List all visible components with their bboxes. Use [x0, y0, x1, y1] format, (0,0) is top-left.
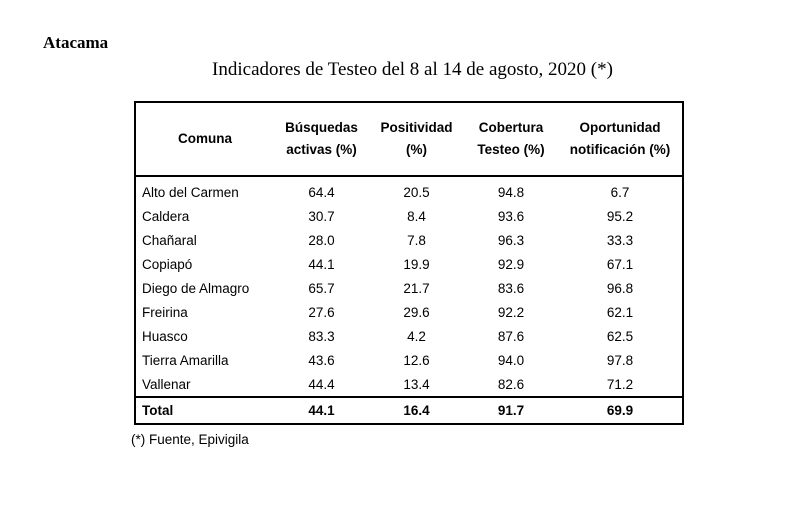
total-cobertura-testeo: 91.7	[464, 396, 558, 424]
total-label: Total	[135, 396, 274, 424]
table-header: Comuna Búsquedas activas (%) Positividad…	[135, 102, 683, 177]
table-footer: Total 44.1 16.4 91.7 69.9	[135, 396, 683, 424]
table-row: Copiapó 44.1 19.9 92.9 67.1	[135, 252, 683, 276]
header-cobertura-testeo: Cobertura Testeo (%)	[464, 102, 558, 177]
cell-oportunidad-notificacion: 67.1	[606, 256, 634, 272]
header-positividad: Positividad (%)	[369, 102, 464, 177]
cell-busquedas-activas: 28.0	[308, 232, 335, 248]
source-footnote: (*) Fuente, Epivigila	[131, 432, 249, 447]
cell-comuna: Alto del Carmen	[142, 184, 239, 200]
table-row: Diego de Almagro 65.7 21.7 83.6 96.8	[135, 276, 683, 300]
cell-positividad: 13.4	[403, 376, 430, 392]
total-row: Total 44.1 16.4 91.7 69.9	[135, 396, 683, 424]
table-row: Vallenar 44.4 13.4 82.6 71.2	[135, 372, 683, 397]
cell-positividad: 21.7	[403, 280, 430, 296]
cell-positividad: 19.9	[403, 256, 430, 272]
table-row: Chañaral 28.0 7.8 96.3 33.3	[135, 228, 683, 252]
cell-comuna: Freirina	[142, 304, 188, 320]
cell-positividad: 20.5	[403, 184, 430, 200]
header-busquedas-activas: Búsquedas activas (%)	[274, 102, 369, 177]
cell-oportunidad-notificacion: 71.2	[606, 376, 634, 392]
cell-busquedas-activas: 44.4	[308, 376, 335, 392]
testing-indicators-table: Comuna Búsquedas activas (%) Positividad…	[134, 101, 684, 425]
cell-comuna: Diego de Almagro	[142, 280, 250, 296]
cell-comuna: Caldera	[142, 208, 190, 224]
header-row: Comuna Búsquedas activas (%) Positividad…	[135, 102, 683, 177]
cell-oportunidad-notificacion: 33.3	[606, 232, 634, 248]
table-row: Alto del Carmen 64.4 20.5 94.8 6.7	[135, 176, 683, 204]
cell-comuna: Tierra Amarilla	[142, 352, 229, 368]
header-comuna: Comuna	[135, 102, 274, 177]
cell-comuna: Vallenar	[142, 376, 191, 392]
cell-oportunidad-notificacion: 95.2	[606, 208, 634, 224]
cell-oportunidad-notificacion: 62.5	[606, 328, 634, 344]
cell-cobertura-testeo: 93.6	[497, 208, 525, 224]
cell-cobertura-testeo: 92.9	[497, 256, 525, 272]
table-row: Caldera 30.7 8.4 93.6 95.2	[135, 204, 683, 228]
cell-oportunidad-notificacion: 62.1	[606, 304, 634, 320]
cell-cobertura-testeo: 92.2	[497, 304, 525, 320]
cell-busquedas-activas: 30.7	[308, 208, 335, 224]
cell-cobertura-testeo: 94.8	[497, 184, 525, 200]
total-oportunidad-notificacion: 69.9	[558, 396, 683, 424]
cell-comuna: Huasco	[142, 328, 188, 344]
cell-cobertura-testeo: 87.6	[497, 328, 525, 344]
cell-cobertura-testeo: 96.3	[497, 232, 525, 248]
cell-busquedas-activas: 43.6	[308, 352, 335, 368]
total-busquedas-activas: 44.1	[274, 396, 369, 424]
cell-oportunidad-notificacion: 96.8	[606, 280, 634, 296]
cell-oportunidad-notificacion: 6.7	[610, 184, 630, 200]
table-row: Huasco 83.3 4.2 87.6 62.5	[135, 324, 683, 348]
header-oportunidad-notificacion: Oportunidad notificación (%)	[558, 102, 683, 177]
cell-oportunidad-notificacion: 97.8	[606, 352, 634, 368]
cell-comuna: Chañaral	[142, 232, 197, 248]
total-positividad: 16.4	[369, 396, 464, 424]
cell-positividad: 29.6	[403, 304, 430, 320]
cell-positividad: 12.6	[403, 352, 430, 368]
region-heading: Atacama	[43, 33, 109, 52]
cell-busquedas-activas: 27.6	[308, 304, 335, 320]
table-row: Freirina 27.6 29.6 92.2 62.1	[135, 300, 683, 324]
cell-busquedas-activas: 65.7	[308, 280, 335, 296]
cell-cobertura-testeo: 94.0	[497, 352, 525, 368]
cell-busquedas-activas: 44.1	[308, 256, 335, 272]
cell-positividad: 7.8	[407, 232, 426, 248]
cell-cobertura-testeo: 83.6	[497, 280, 525, 296]
cell-positividad: 8.4	[407, 208, 426, 224]
cell-busquedas-activas: 64.4	[308, 184, 335, 200]
table-body: Alto del Carmen 64.4 20.5 94.8 6.7 Caldera 30.…	[135, 176, 683, 397]
table-row: Tierra Amarilla 43.6 12.6 94.0 97.8	[135, 348, 683, 372]
cell-cobertura-testeo: 82.6	[497, 376, 525, 392]
cell-positividad: 4.2	[407, 328, 426, 344]
cell-comuna: Copiapó	[142, 256, 193, 272]
cell-busquedas-activas: 83.3	[308, 328, 335, 344]
table-title: Indicadores de Testeo del 8 al 14 de ago…	[212, 59, 613, 80]
